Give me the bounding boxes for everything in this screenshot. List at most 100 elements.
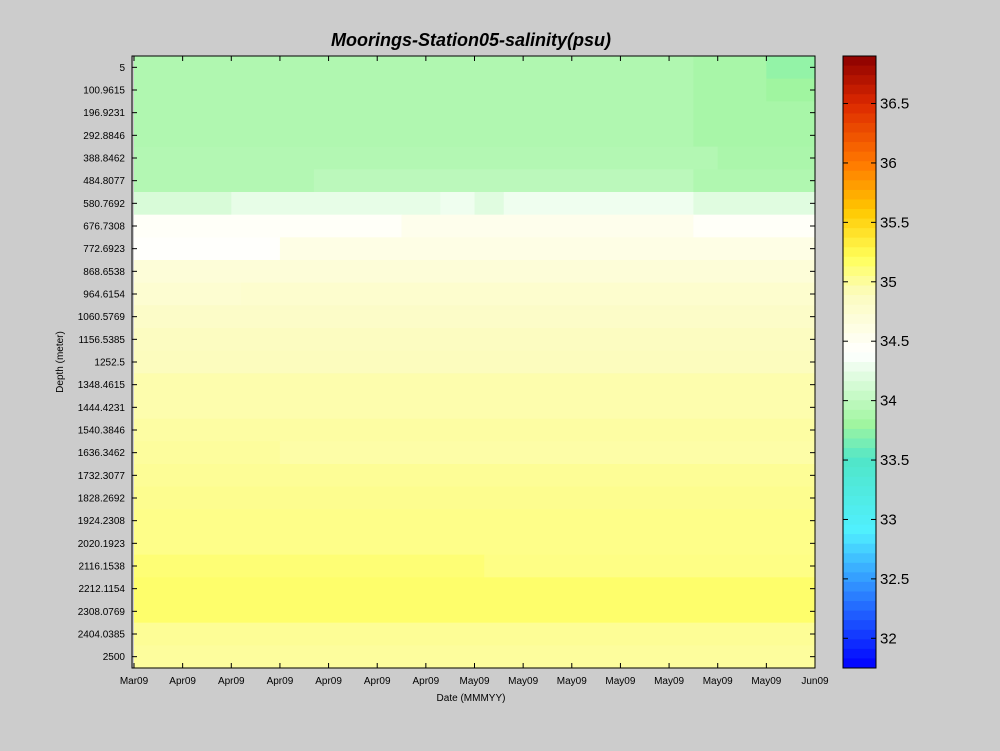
colorbar-tick-label: 32 xyxy=(880,630,897,647)
colorbar-segment xyxy=(843,342,876,353)
colorbar-tick-label: 35.5 xyxy=(880,214,909,231)
heatmap-cell xyxy=(134,124,694,148)
x-tick-label: May09 xyxy=(751,676,781,687)
x-tick-label: Apr09 xyxy=(267,676,294,687)
x-tick-label: May09 xyxy=(508,676,538,687)
heatmap-cell xyxy=(134,260,816,284)
heatmap-cell xyxy=(134,464,816,488)
colorbar-segment xyxy=(843,151,876,162)
heatmap-cell xyxy=(693,78,767,102)
heatmap-cell xyxy=(693,192,816,216)
colorbar-segment xyxy=(843,381,876,392)
colorbar-segment xyxy=(843,591,876,602)
colorbar-segment xyxy=(843,505,876,516)
heatmap-cell xyxy=(693,101,816,125)
colorbar-segment xyxy=(843,572,876,583)
colorbar-segment xyxy=(843,362,876,373)
heatmap-cell xyxy=(134,78,694,102)
x-tick-label: Mar09 xyxy=(120,676,149,687)
heatmap-cell xyxy=(134,214,403,238)
x-tick-label: Jun09 xyxy=(801,676,829,687)
colorbar-frame xyxy=(842,55,877,669)
colorbar-segment xyxy=(843,581,876,592)
y-tick-label: 2404.0385 xyxy=(78,630,126,641)
colorbar-segment xyxy=(843,314,876,325)
colorbar-segment xyxy=(843,218,876,229)
y-tick-label: 1060.5769 xyxy=(78,312,126,323)
colorbar-segment xyxy=(843,266,876,277)
colorbar-tick-label: 34.5 xyxy=(880,333,909,350)
colorbar-segment xyxy=(843,486,876,497)
heatmap-cell xyxy=(134,350,816,374)
colorbar-segment xyxy=(843,543,876,554)
x-tick-label: Apr09 xyxy=(364,676,391,687)
heatmap-cell xyxy=(693,214,816,238)
y-tick-label: 5 xyxy=(119,63,125,74)
y-tick-label: 2308.0769 xyxy=(78,607,126,618)
y-tick-label: 2020.1923 xyxy=(78,539,126,550)
colorbar-segment xyxy=(843,629,876,640)
heatmap-cell xyxy=(134,192,232,216)
heatmap-cell xyxy=(134,418,816,442)
y-tick-label: 2116.1538 xyxy=(78,562,125,573)
colorbar-segment xyxy=(843,189,876,200)
heatmap-cell xyxy=(231,192,442,216)
colorbar-segment xyxy=(843,256,876,267)
colorbar-segment xyxy=(843,524,876,535)
colorbar-segment xyxy=(843,170,876,181)
y-tick-label: 2500 xyxy=(103,652,126,663)
x-axis-label: Date (MMMYY) xyxy=(437,693,506,704)
x-axis-ticks: Mar09 Apr09 Apr09 Apr09 Apr09 Apr09 Apr09 May09… xyxy=(120,56,829,687)
heatmap-cell xyxy=(134,237,281,261)
colorbar-segment xyxy=(843,295,876,306)
x-tick-label: Apr09 xyxy=(169,676,196,687)
colorbar-tick-label: 33 xyxy=(880,511,897,528)
colorbar-segment xyxy=(843,65,876,76)
colorbar-tick-label: 32.5 xyxy=(880,571,909,588)
colorbar-segment xyxy=(843,553,876,564)
colorbar-segment xyxy=(843,333,876,344)
colorbar-segment xyxy=(843,247,876,258)
colorbar-segment xyxy=(843,620,876,631)
colorbar-segment xyxy=(843,237,876,248)
x-tick-label: Apr09 xyxy=(413,676,440,687)
heatmap-cell xyxy=(134,645,816,669)
colorbar-segment xyxy=(843,75,876,86)
heatmap-cell xyxy=(693,124,816,148)
colorbar-segment xyxy=(843,209,876,220)
heatmap-cell xyxy=(766,56,816,80)
x-tick-label: Apr09 xyxy=(315,676,342,687)
colorbar-segment xyxy=(843,390,876,401)
colorbar-tick-label: 36 xyxy=(880,155,897,172)
y-tick-label: 964.6154 xyxy=(83,290,125,301)
y-tick-label: 1252.5 xyxy=(94,358,125,369)
heatmap-cell xyxy=(134,282,242,306)
heatmap-cell xyxy=(241,282,816,306)
heatmap-cell xyxy=(134,600,816,624)
y-axis-label: Depth (meter) xyxy=(55,331,66,393)
heatmap-cell xyxy=(440,192,476,216)
heatmap-cell xyxy=(134,373,816,397)
y-tick-label: 1348.4615 xyxy=(78,380,126,391)
colorbar-segment xyxy=(843,409,876,420)
colorbar-segment xyxy=(843,562,876,573)
heatmap-cell xyxy=(503,192,694,216)
y-tick-label: 1732.3077 xyxy=(78,471,126,482)
colorbar-segment xyxy=(843,534,876,545)
heatmap-cell xyxy=(134,56,694,80)
y-tick-label: 1540.3846 xyxy=(78,426,126,437)
heatmap-cell xyxy=(134,328,816,352)
colorbar-tick-label: 34 xyxy=(880,393,897,410)
colorbar xyxy=(843,56,876,669)
colorbar-segment xyxy=(843,56,876,67)
colorbar-segment xyxy=(843,113,876,124)
heatmap-cell xyxy=(693,56,767,80)
colorbar-segment xyxy=(843,457,876,468)
x-tick-label: Apr09 xyxy=(218,676,245,687)
chart-title: Moorings-Station05-salinity(psu) xyxy=(331,30,611,50)
colorbar-segment xyxy=(843,285,876,296)
colorbar-segment xyxy=(843,122,876,133)
colorbar-segment xyxy=(843,275,876,286)
colorbar-ticks: 32 32.5 33 33.5 34 34.5 35 35.5 36 36.5 xyxy=(843,96,909,647)
colorbar-tick-label: 33.5 xyxy=(880,452,909,469)
